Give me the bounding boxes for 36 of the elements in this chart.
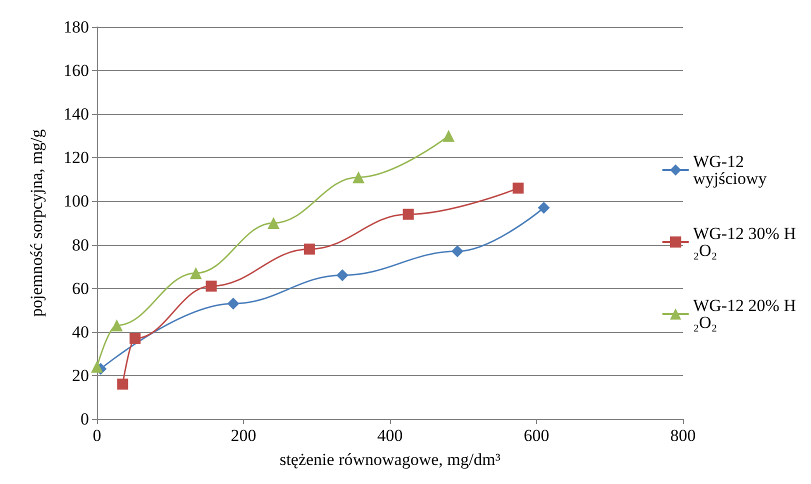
point bbox=[190, 267, 202, 280]
x-tick-label: 600 bbox=[524, 426, 550, 445]
legend-label: WG-12 30% H₂O₂ bbox=[693, 224, 796, 260]
point bbox=[538, 202, 550, 214]
x-tick-label: 0 bbox=[92, 426, 102, 445]
point bbox=[442, 130, 455, 142]
y-tick-label: 180 bbox=[64, 18, 89, 36]
y-tick-label: 0 bbox=[80, 410, 89, 428]
point bbox=[451, 245, 464, 258]
point bbox=[130, 332, 141, 344]
point bbox=[110, 319, 123, 332]
x-tick-label: 800 bbox=[670, 426, 696, 445]
legend-label: WG-12 wyjściowy bbox=[693, 152, 768, 188]
point bbox=[227, 298, 240, 310]
point bbox=[336, 269, 348, 282]
x-tick-label: 200 bbox=[230, 426, 256, 445]
legend-label: WG-12 20% H₂O₂ bbox=[693, 296, 796, 332]
y-tick-label: 60 bbox=[72, 278, 89, 298]
point bbox=[91, 360, 103, 373]
point bbox=[402, 208, 414, 220]
y-axis-title: pojemność sorpcyjna, mg/g bbox=[27, 128, 46, 317]
point bbox=[117, 378, 128, 390]
point bbox=[268, 217, 280, 229]
point bbox=[352, 171, 365, 184]
y-tick-label: 100 bbox=[64, 192, 89, 211]
y-tick-label: 160 bbox=[64, 61, 89, 80]
y-tick-label: 20 bbox=[72, 366, 89, 385]
point bbox=[206, 280, 217, 292]
x-axis-title: stężenie równowagowe, mg/dm³ bbox=[280, 450, 500, 469]
point bbox=[512, 182, 524, 194]
point bbox=[304, 244, 315, 255]
y-tick-label: 120 bbox=[64, 148, 89, 168]
y-tick-label: 80 bbox=[72, 235, 89, 254]
y-tick-label: 140 bbox=[64, 104, 89, 124]
x-tick-label: 400 bbox=[377, 426, 403, 445]
y-tick-label: 40 bbox=[72, 322, 89, 342]
